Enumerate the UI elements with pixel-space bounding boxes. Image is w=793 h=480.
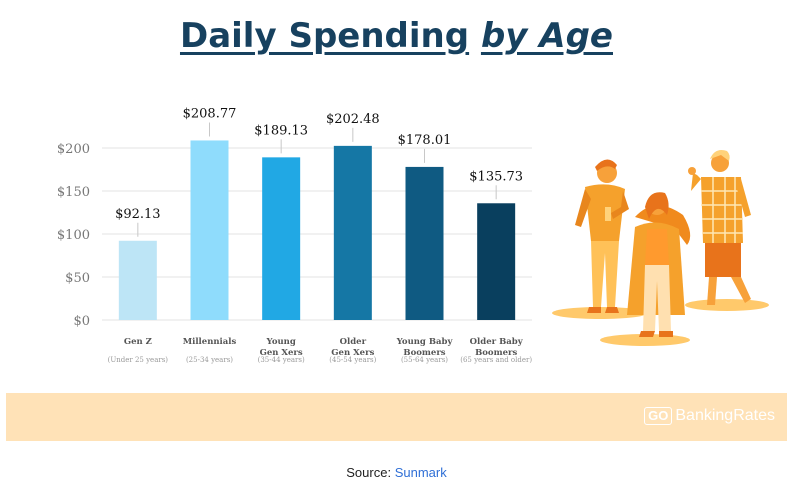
- title-main: Daily Spending: [179, 16, 470, 56]
- source-label: Source:: [346, 465, 392, 480]
- data-label: $208.77: [183, 106, 237, 121]
- x-tick-age-range: (Under 25 years): [108, 356, 169, 364]
- x-tick-age-range: (35-44 years): [258, 356, 305, 364]
- y-tick-label: $200: [57, 142, 90, 157]
- bar: [333, 145, 372, 320]
- x-tick-age-range: (45-54 years): [329, 356, 376, 364]
- data-label: $135.73: [469, 169, 523, 184]
- x-tick-label: Young Baby: [396, 337, 454, 347]
- person-right: [688, 150, 751, 305]
- data-label: $92.13: [115, 207, 161, 222]
- logo-text: BankingRates: [675, 407, 775, 424]
- y-tick-label: $0: [73, 314, 90, 329]
- x-tick-label-line2: Boomers: [475, 348, 517, 358]
- bar: [262, 157, 301, 320]
- title-emphasis: by Age: [480, 16, 613, 56]
- data-label: $189.13: [254, 123, 308, 138]
- shadow-right: [685, 299, 769, 311]
- logo-go: GO: [644, 407, 673, 425]
- y-tick-label: $50: [65, 271, 90, 286]
- y-tick-label: $150: [57, 185, 90, 200]
- data-label: $178.01: [398, 133, 452, 148]
- person-left: [575, 159, 629, 313]
- bar-chart: $0 $50 $100 $150 $200 $92.13 Gen Z (Under 25 ye…: [57, 106, 532, 364]
- people-illustration: [552, 150, 769, 346]
- x-tick-label: Older: [340, 337, 367, 347]
- person-center: [627, 192, 691, 337]
- x-tick-age-range: (65 years and older): [460, 356, 532, 364]
- x-tick-label: Gen Z: [124, 337, 152, 347]
- y-tick-label: $100: [57, 228, 90, 243]
- x-tick-age-range: (25-34 years): [186, 356, 233, 364]
- x-tick-age-range: (55-64 years): [401, 356, 448, 364]
- x-tick-label-line2: Boomers: [403, 348, 445, 358]
- chart-title: Daily Spending by Age: [0, 16, 793, 56]
- bar: [477, 203, 516, 320]
- x-tick-label-line2: Gen Xers: [260, 348, 303, 358]
- bar: [118, 240, 157, 320]
- source-line: Source: Sunmark: [0, 465, 793, 480]
- x-tick-label: Millennials: [183, 337, 237, 347]
- bar: [405, 166, 444, 320]
- bar: [190, 140, 229, 320]
- x-tick-label: Young: [266, 337, 296, 347]
- gobankingrates-logo: GO BankingRates: [644, 407, 775, 425]
- x-tick-label: Older Baby: [470, 337, 524, 347]
- source-link[interactable]: Sunmark: [394, 465, 447, 480]
- x-tick-label-line2: Gen Xers: [331, 348, 374, 358]
- footer-band: GO BankingRates: [6, 393, 787, 441]
- data-label: $202.48: [326, 112, 380, 127]
